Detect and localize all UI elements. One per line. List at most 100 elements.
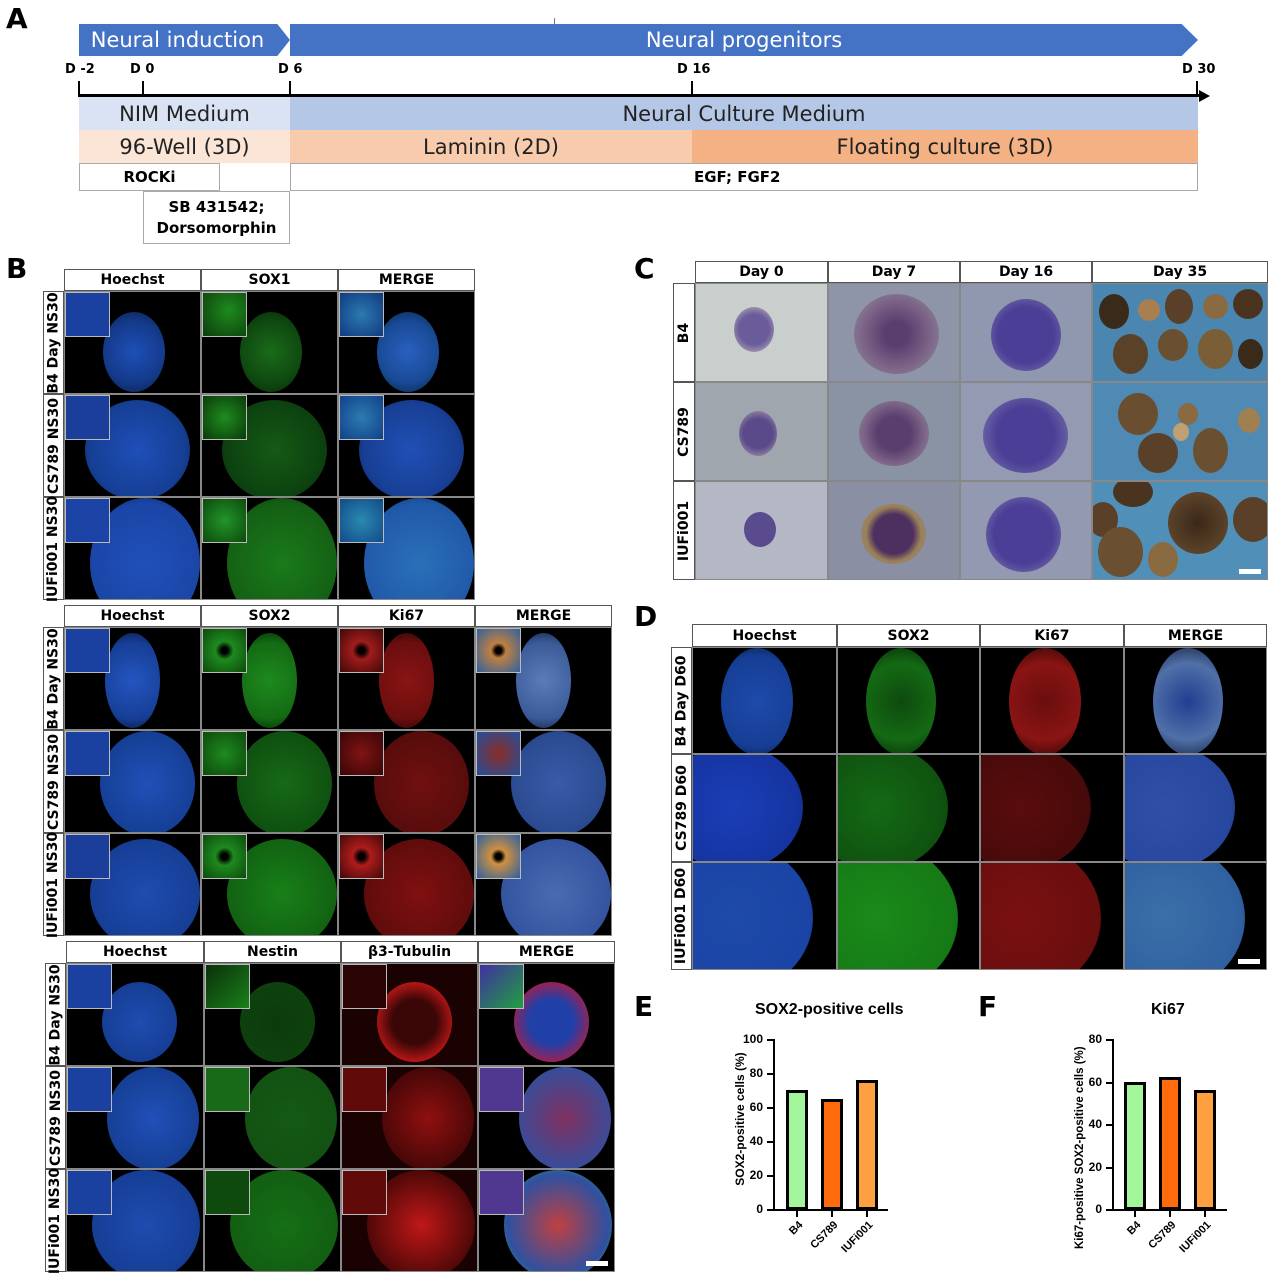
day-label-0: D 0 <box>130 62 155 77</box>
micrograph-merge <box>338 394 475 497</box>
row-header-b4: B4 <box>673 283 695 382</box>
x-tick-label: IUFi001 <box>839 1219 876 1256</box>
tick <box>1196 81 1198 95</box>
brightfield-image <box>960 481 1092 580</box>
bar-cs789 <box>1159 1077 1181 1210</box>
row-header-iufi001: IUFi001 <box>673 481 695 580</box>
x-tick-label: B4 <box>1125 1219 1144 1238</box>
inset-zoom <box>339 628 384 673</box>
col-header-nestin: Nestin <box>204 941 341 963</box>
inset-zoom <box>339 498 384 543</box>
x-tick <box>1204 1211 1206 1217</box>
phase-neural-progenitors: Neural progenitors <box>290 24 1198 56</box>
y-tick-label: 0 <box>1095 1202 1102 1216</box>
micrograph-hoechst <box>64 627 201 730</box>
col-header-ki67: Ki67 <box>980 624 1124 647</box>
inset-zoom <box>342 1170 387 1215</box>
micrograph-sox1 <box>201 291 338 394</box>
bar-cs789 <box>821 1098 843 1210</box>
micrograph-sox2 <box>837 862 980 970</box>
micrograph-sox2 <box>201 627 338 730</box>
y-tick <box>767 1209 773 1211</box>
tick <box>142 81 144 95</box>
micrograph-hoechst <box>692 647 837 754</box>
y-tick <box>767 1107 773 1109</box>
col-header-sox1: SOX1 <box>201 269 338 291</box>
inset-zoom <box>342 964 387 1009</box>
y-tick <box>1106 1081 1112 1084</box>
micrograph-hoechst <box>64 730 201 833</box>
y-tick <box>1106 1209 1112 1211</box>
micrograph-hoechst <box>64 291 201 394</box>
inset-zoom <box>205 964 250 1009</box>
phase-neural-induction: Neural induction <box>79 24 290 56</box>
row-header-iufi001: IUFi001 D60 <box>671 862 692 970</box>
x-tick-label: B4 <box>787 1219 806 1238</box>
factor-rocki: ROCKi <box>79 163 220 191</box>
inset-zoom <box>205 1170 250 1215</box>
x-tick-label: IUFi001 <box>1177 1219 1214 1256</box>
y-tick <box>767 1175 773 1177</box>
micrograph-sox1 <box>201 497 338 600</box>
y-tick-label: 80 <box>749 1066 763 1080</box>
y-tick-label: 20 <box>1088 1159 1102 1174</box>
inset-zoom <box>202 834 247 879</box>
micrograph-beta3-tubulin <box>341 1066 478 1169</box>
medium-nim: NIM Medium <box>79 97 290 130</box>
y-tick-label: 40 <box>1088 1117 1102 1131</box>
inset-zoom <box>202 395 247 440</box>
inset-zoom <box>476 731 521 776</box>
inset-zoom <box>202 628 247 673</box>
row-header-b4: B4 Day NS30 <box>45 963 66 1066</box>
brightfield-image <box>1092 481 1268 580</box>
x-axis <box>1112 1209 1227 1211</box>
y-tick-label: 80 <box>1088 1032 1102 1046</box>
brightfield-image <box>1092 382 1268 481</box>
inset-zoom <box>476 834 521 879</box>
panel-label-b: B <box>6 252 28 285</box>
y-tick-label: 60 <box>1088 1074 1102 1089</box>
culture-laminin: Laminin (2D) <box>290 130 692 163</box>
mark <box>554 18 555 24</box>
micrograph-ki67 <box>338 730 475 833</box>
col-header-ki67: Ki67 <box>338 605 475 627</box>
row-header-cs789: CS789 NS30 <box>43 394 64 497</box>
micrograph-merge <box>478 1169 615 1272</box>
scale-bar <box>586 1261 608 1266</box>
micrograph-nestin <box>204 1169 341 1272</box>
day-label-6: D 6 <box>278 62 303 77</box>
micrograph-hoechst <box>692 754 837 862</box>
x-tick-label: CS789 <box>808 1219 841 1252</box>
row-header-b4: B4 Day D60 <box>671 647 692 754</box>
brightfield-image <box>828 283 960 382</box>
micrograph-beta3-tubulin <box>341 1169 478 1272</box>
brightfield-image <box>960 382 1092 481</box>
chart-title: Ki67 <box>1151 1001 1185 1018</box>
col-header-merge: MERGE <box>1124 624 1267 647</box>
tick <box>289 81 291 95</box>
y-tick-label: 0 <box>756 1202 763 1216</box>
scale-bar <box>1238 959 1260 964</box>
inset-zoom <box>479 1170 524 1215</box>
micrograph-merge <box>478 1066 615 1169</box>
x-tick <box>796 1211 798 1217</box>
x-tick <box>1169 1211 1171 1217</box>
tick <box>78 81 80 95</box>
micrograph-hoechst <box>64 497 201 600</box>
micrograph-merge <box>475 833 612 936</box>
micrograph-nestin <box>204 1066 341 1169</box>
micrograph-merge <box>475 627 612 730</box>
inset-zoom <box>339 292 384 337</box>
micrograph-hoechst <box>692 862 837 970</box>
micrograph-sox2 <box>201 833 338 936</box>
micrograph-merge <box>1124 862 1267 970</box>
day-label-30: D 30 <box>1182 62 1216 77</box>
y-tick-label: 40 <box>749 1134 763 1148</box>
col-header-day0: Day 0 <box>695 261 828 283</box>
micrograph-hoechst <box>64 394 201 497</box>
brightfield-image <box>695 382 828 481</box>
inset-zoom <box>202 731 247 776</box>
col-header-day35: Day 35 <box>1092 261 1268 283</box>
inset-zoom <box>339 395 384 440</box>
panel-label-a: A <box>6 2 28 35</box>
